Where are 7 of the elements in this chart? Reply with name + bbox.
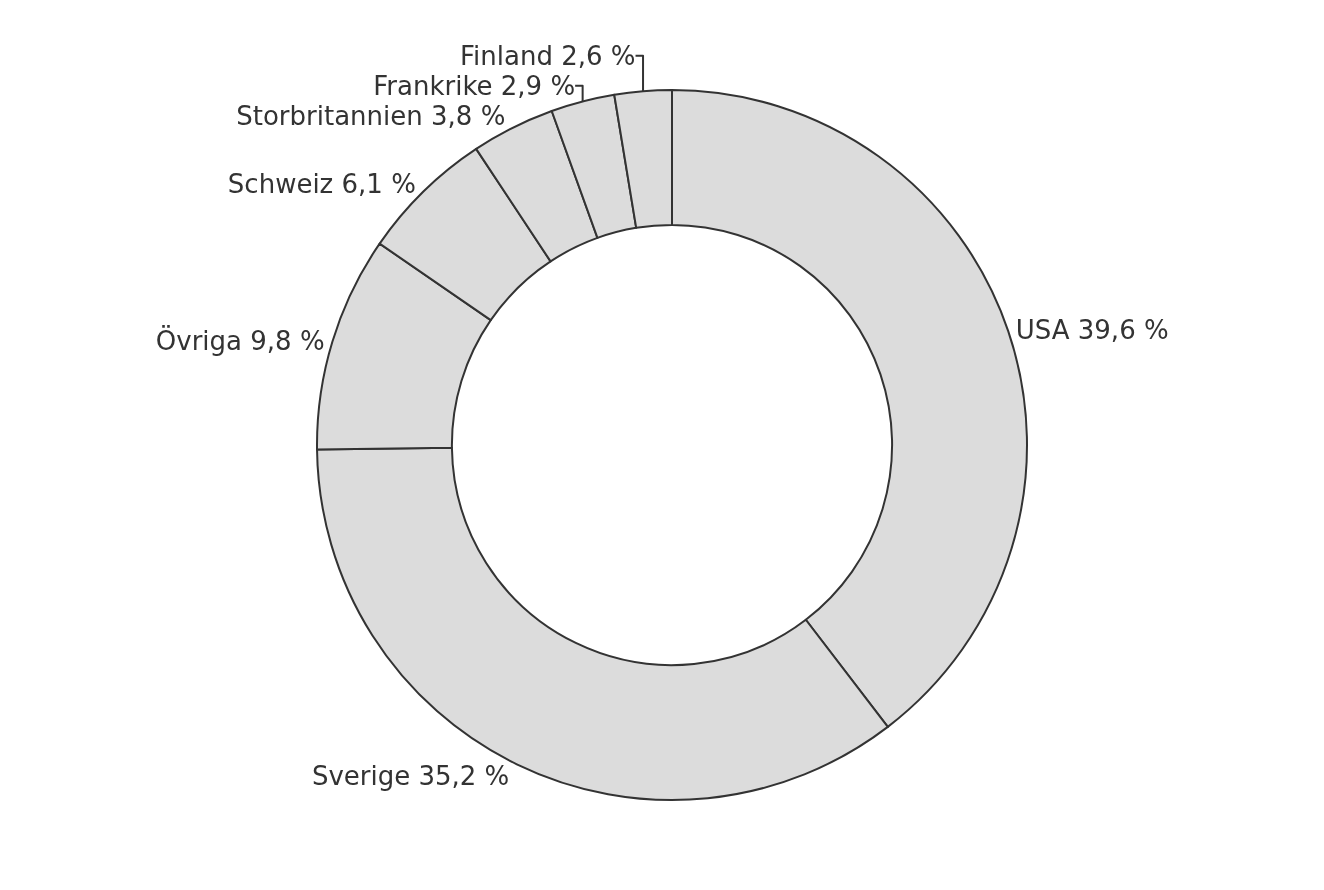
slice-label: Finland 2,6 % <box>460 40 636 71</box>
slice-label: Övriga 9,8 % <box>155 324 325 356</box>
slice-label: Storbritannien 3,8 % <box>236 100 506 131</box>
slice-label: USA 39,6 % <box>1015 314 1169 345</box>
slice-label: Frankrike 2,9 % <box>373 70 576 101</box>
slice-label: Schweiz 6,1 % <box>227 168 416 199</box>
slice-label: Sverige 35,2 % <box>311 761 510 792</box>
